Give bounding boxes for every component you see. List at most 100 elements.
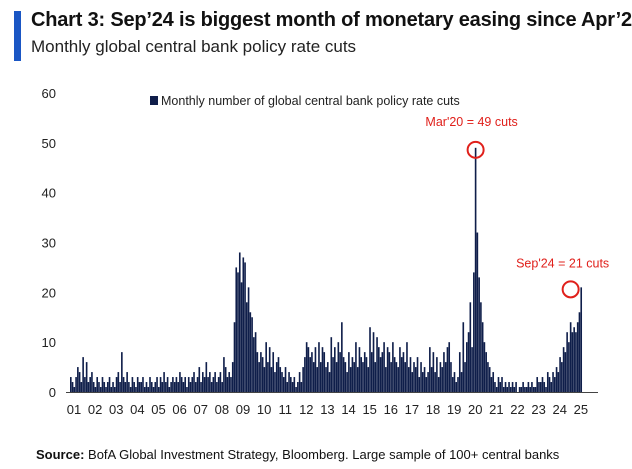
bar [569,322,572,392]
bar [323,352,326,392]
bar [142,377,144,392]
bar [545,387,547,392]
bar [548,377,551,392]
bar [272,352,275,392]
bar [161,382,164,392]
bar [103,382,106,392]
bar [506,387,509,392]
x-tick-label: 16 [384,402,398,417]
bar [275,362,278,392]
bar [379,357,382,392]
bar [362,362,364,392]
x-tick-label: 19 [447,402,461,417]
x-tick-label: 25 [574,402,588,417]
bar [217,377,220,392]
bar [117,372,120,392]
bar [149,377,151,392]
bar [168,387,171,392]
bar [467,332,470,392]
bar [346,372,348,392]
bar [219,372,222,392]
bar [466,342,468,392]
bar [369,327,371,392]
bar [455,382,458,392]
bar [580,287,583,392]
bar [129,387,132,392]
bar [187,377,190,392]
bar [82,357,84,392]
bar [254,332,257,392]
bar [77,367,79,392]
bar [209,372,211,392]
bar [527,382,530,392]
bar [145,382,148,392]
bar [328,372,331,392]
bar [325,367,327,392]
bar [210,382,213,392]
bar [284,367,287,392]
bar [515,382,517,392]
bar [541,377,544,392]
bar [578,312,581,392]
bar [184,377,187,392]
bar [450,362,452,392]
bar [203,377,206,392]
x-tick-label: 11 [278,402,292,417]
bar [374,362,377,392]
bar [138,382,141,392]
bar [448,342,451,392]
bar [414,367,417,392]
bar [342,357,345,392]
bar [378,347,380,392]
bar [476,232,479,392]
chart-subtitle: Monthly global central bank policy rate … [31,37,357,56]
bar [279,367,282,392]
bar [400,357,403,392]
bar [536,377,539,392]
bar [508,382,510,392]
bar [531,382,533,392]
bar [439,362,442,392]
bar [237,272,239,392]
bar [231,362,234,392]
x-tick-label: 15 [362,402,376,417]
x-tick-label: 18 [426,402,440,417]
bar [251,317,253,392]
bar [277,357,280,392]
bar [170,382,172,392]
bar [126,372,128,392]
bar [525,387,528,392]
bar [258,362,260,392]
bar [230,377,232,392]
bar [228,372,231,392]
bar [298,372,301,392]
bar [124,382,127,392]
bar [147,387,150,392]
bar [550,382,553,392]
bar [576,322,579,392]
bar [293,377,296,392]
bar [265,342,267,392]
bar [529,387,531,392]
y-tick-label: 20 [42,285,56,300]
bar [205,362,208,392]
x-tick-label: 07 [193,402,207,417]
bar [136,377,139,392]
bar [307,347,310,392]
bar [224,367,227,392]
bar [425,377,428,392]
bar [538,382,540,392]
bar [420,362,422,392]
bar [360,357,363,392]
bar [566,332,568,392]
bar [334,347,336,392]
bar [193,372,195,392]
bar [434,372,436,392]
bar [471,347,473,392]
x-tick-label: 03 [109,402,123,417]
bar [256,352,259,392]
bar [156,377,158,392]
bar [552,372,554,392]
bar [532,387,535,392]
